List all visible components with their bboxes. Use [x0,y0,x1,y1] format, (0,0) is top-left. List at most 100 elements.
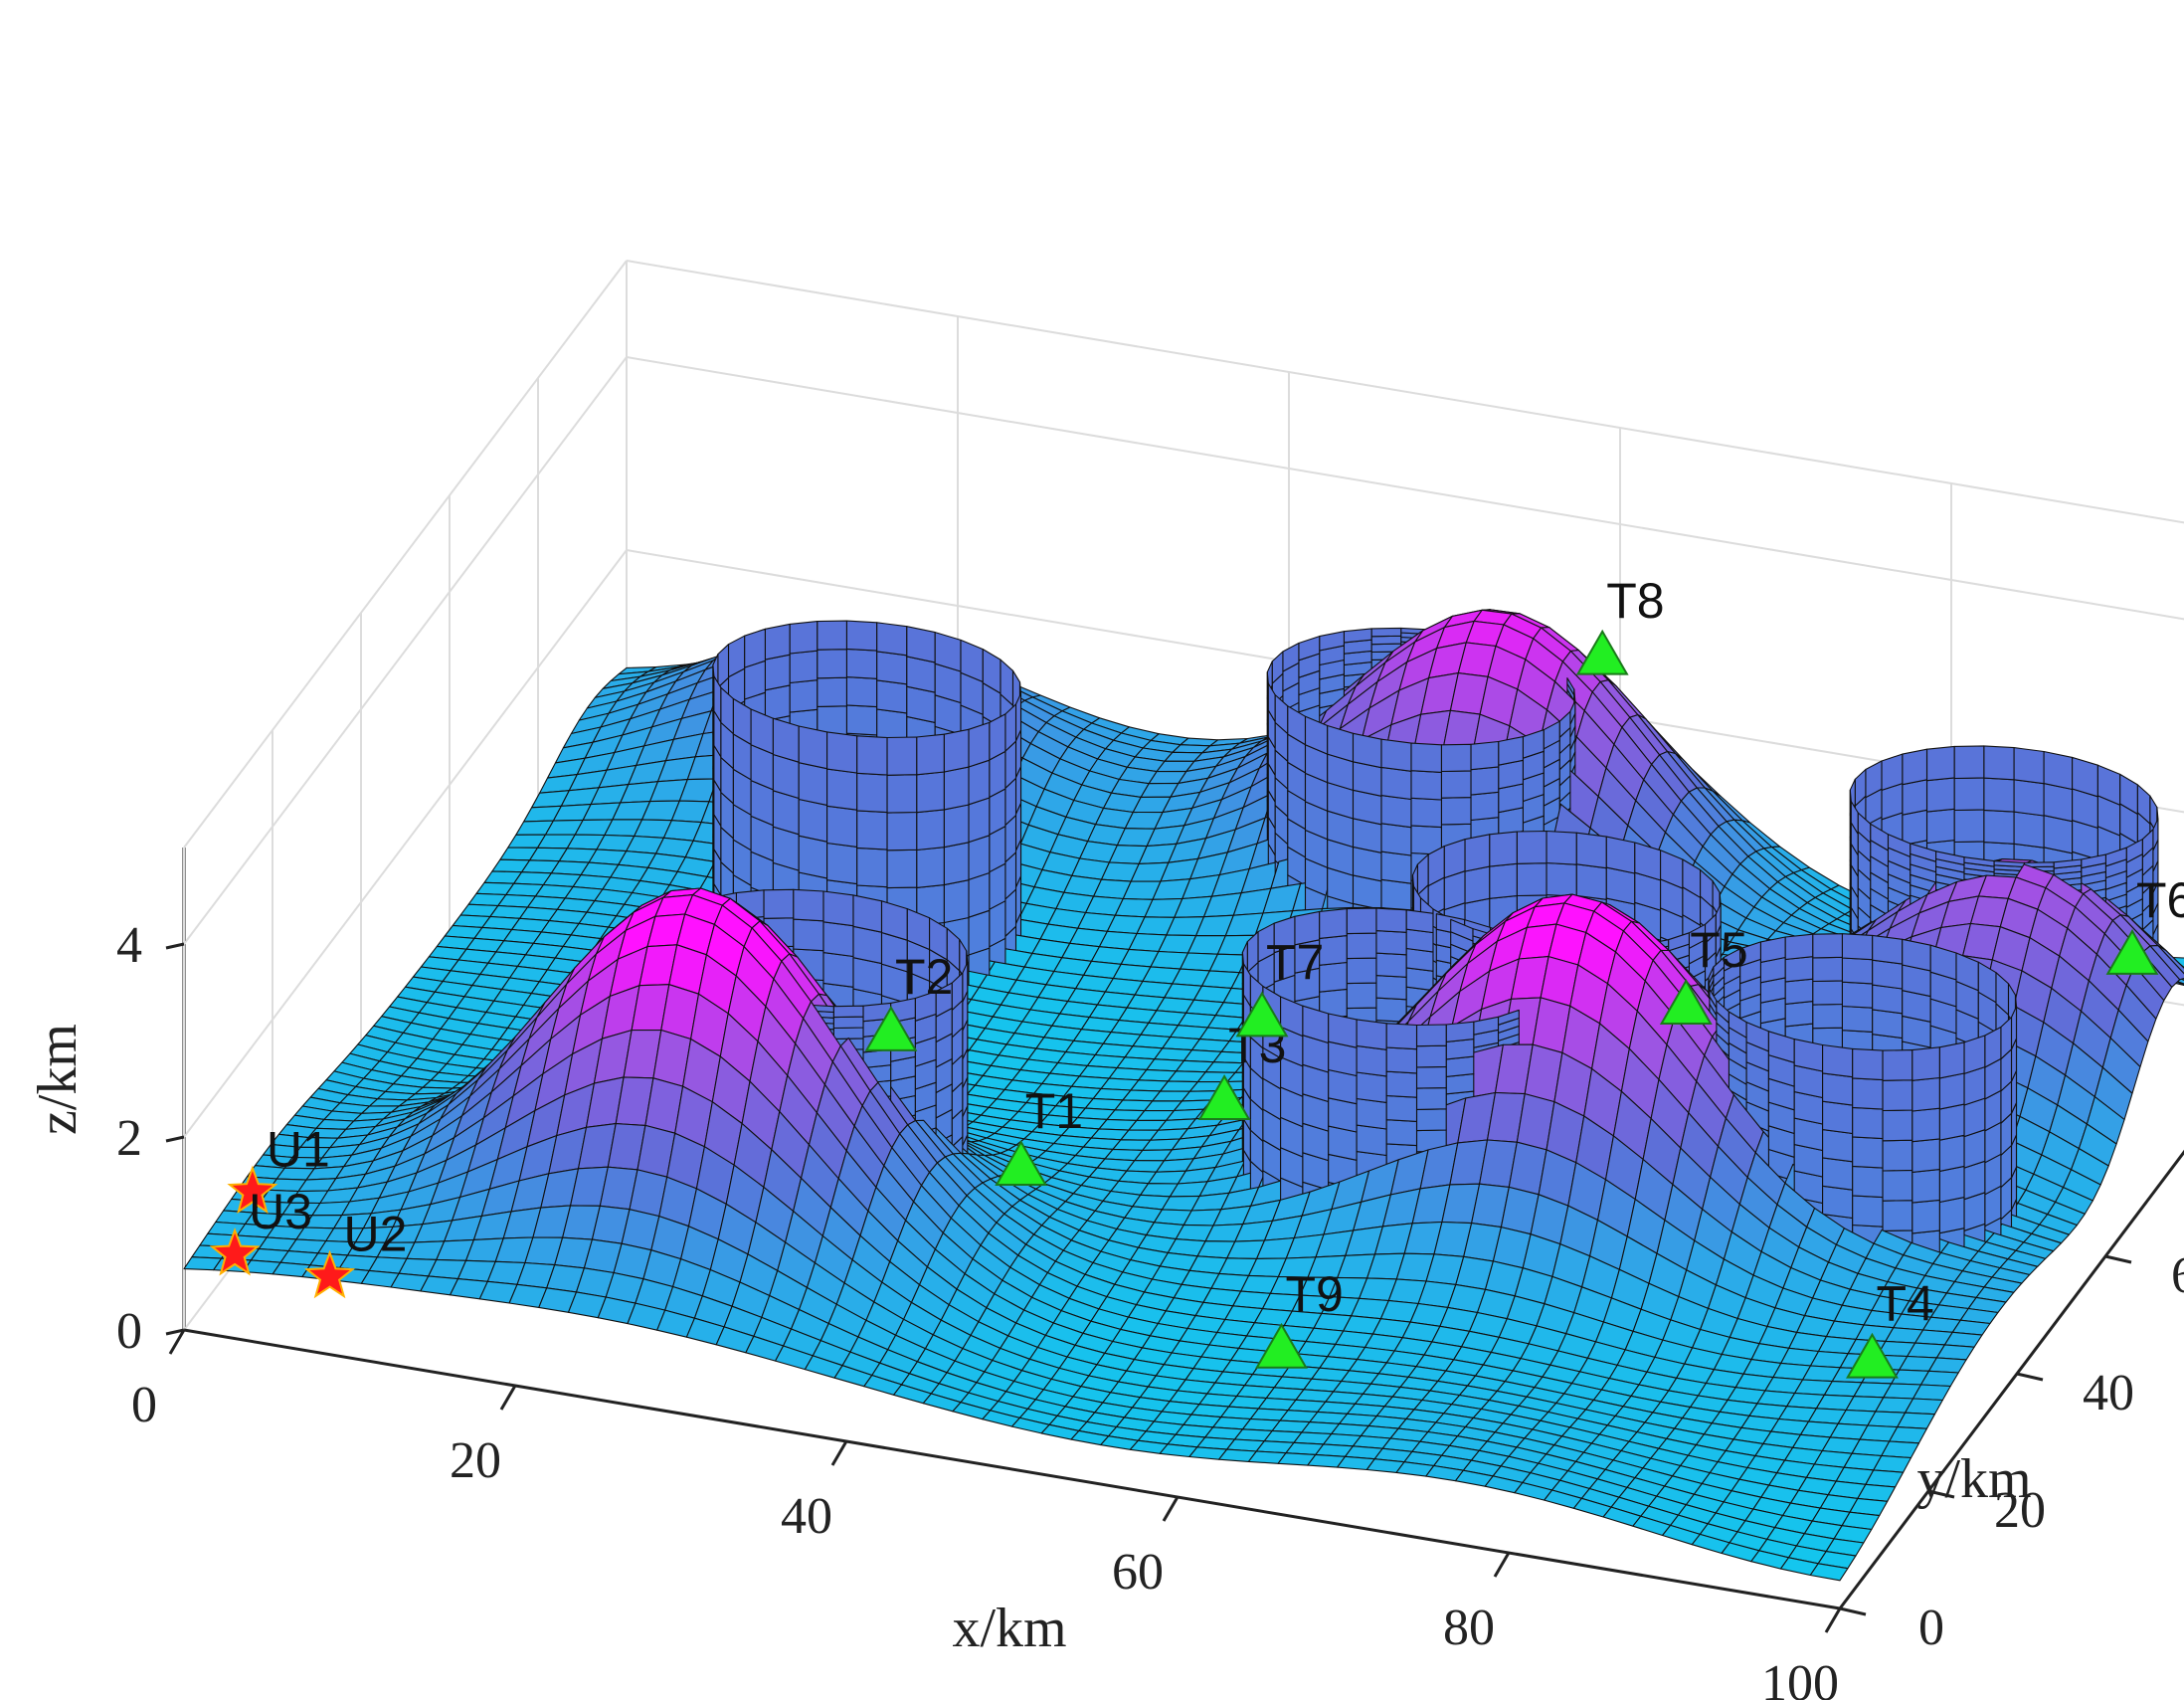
threat-cylinder-panel [845,648,878,679]
threat-cylinder-panel [798,835,828,879]
threat-cylinder-panel [916,733,945,776]
threat-cylinder-panel [968,721,991,768]
threat-cylinder-panel [906,626,936,663]
threat-cylinder-panel [1882,1200,1913,1231]
threat-cylinder-panel [989,713,1006,761]
threat-cylinder-panel [832,1027,864,1039]
threat-cylinder-panel [1784,1001,1814,1028]
threat-cylinder-panel [1983,745,2015,781]
threat-cylinder-panel [826,842,858,885]
threat-cylinder-panel [1938,1103,1965,1141]
threat-cylinder-panel [1410,797,1442,829]
threat-cylinder-panel [852,894,883,933]
threat-cylinder-panel [1938,1165,1965,1204]
x-tick-label: 20 [450,1432,501,1489]
x-tick-label: 40 [781,1488,832,1545]
threat-cylinder-panel [1356,1044,1387,1077]
threat-cylinder-panel [1911,1076,1940,1112]
threat-cylinder-panel [1464,865,1491,904]
threat-cylinder-panel [1793,1039,1824,1072]
threat-cylinder-panel [1328,1013,1358,1048]
threat-cylinder-panel [1911,1107,1940,1143]
threat-cylinder-panel [1440,743,1472,773]
threat-cylinder-panel [1953,777,1985,812]
target-label: T5 [1690,922,1747,978]
threat-cylinder-panel [1356,1019,1387,1050]
threat-cylinder-panel [1575,863,1607,900]
threat-cylinder-panel [943,842,970,886]
threat-cylinder-panel [1938,1072,1965,1110]
threat-cylinder-panel [968,871,991,918]
threat-cylinder-panel [1385,1046,1418,1074]
threat-cylinder-panel [1516,862,1547,897]
x-tick-label: 60 [1112,1544,1164,1601]
threat-cylinder-panel [1443,839,1466,879]
threat-cylinder-panel [1911,1046,1940,1081]
z-gridline [183,356,628,945]
z-gridline [626,356,2184,621]
threat-cylinder-panel [2043,750,2074,791]
threat-cylinder-panel [2043,783,2074,823]
target-label: T6 [2136,872,2184,928]
z-tick-label: 0 [116,1303,142,1360]
threat-cylinder-panel [1963,1035,1986,1074]
threat-cylinder-panel [1385,1070,1418,1098]
threat-cylinder-panel [1385,1023,1418,1050]
threat-cylinder-panel [852,957,883,996]
threat-cylinder-panel [1822,1185,1854,1220]
threat-cylinder-panel [1872,984,1904,1015]
threat-cylinder-panel [1343,628,1372,644]
threat-cylinder-panel [1370,635,1402,646]
threat-cylinder-panel [1375,975,1407,1001]
threat-cylinder-panel [1405,909,1437,934]
threat-cylinder-panel [744,628,766,668]
threat-cylinder-panel [1356,1097,1387,1130]
threat-cylinder-panel [1852,1136,1884,1169]
threat-cylinder-panel [798,762,828,806]
target-label: T9 [1286,1266,1344,1322]
threat-cylinder-panel [1993,860,2025,868]
threat-cylinder-panel [856,810,888,850]
threat-cylinder-panel [1852,1195,1884,1228]
threat-cylinder-panel [1822,1129,1854,1163]
threat-cylinder-panel [1470,791,1500,822]
threat-cylinder-panel [916,771,945,814]
threat-cylinder-panel [2013,811,2045,849]
threat-cylinder-panel [1882,1109,1913,1142]
threat-cylinder-panel [1902,809,1928,847]
threat-cylinder-panel [789,650,819,684]
threat-cylinder-panel [1346,932,1377,960]
threat-cylinder-panel [1352,732,1382,769]
target-label: T8 [1606,573,1664,629]
threat-cylinder-panel [772,717,800,763]
threat-cylinder-panel [1380,766,1412,801]
threat-cylinder-panel [1346,957,1377,985]
threat-cylinder-panel [1938,1041,1965,1079]
threat-cylinder-panel [789,621,819,655]
z-tick [165,942,185,950]
threat-cylinder-panel [1380,738,1412,772]
x-tick [1162,1496,1180,1522]
threat-cylinder-panel [1872,934,1904,965]
x-axis-title: x/km [952,1598,1066,1659]
threat-cylinder-panel [1445,1039,1475,1060]
threat-cylinder-panel [1882,1049,1913,1081]
threat-cylinder-panel [886,849,918,889]
threat-cylinder-panel [1346,982,1377,1010]
z-axis-title: z/km [27,1024,89,1135]
threat-cylinder-panel [1872,1009,1904,1039]
threat-cylinder-panel [1852,1165,1884,1199]
threat-cylinder-panel [856,847,888,888]
threat-cylinder-panel [764,684,791,722]
threat-cylinder-panel [817,649,847,679]
uav-label: U3 [249,1184,312,1239]
threat-cylinder-panel [1445,1055,1475,1077]
threat-cylinder-panel [1784,933,1814,961]
threat-cylinder-panel [1812,1003,1843,1030]
y-tick-label: 60 [2171,1247,2184,1304]
threat-cylinder-panel [1375,907,1407,933]
threat-cylinder-panel [793,918,824,952]
threat-cylinder-panel [876,651,908,685]
threat-cylinder-panel [856,772,888,814]
